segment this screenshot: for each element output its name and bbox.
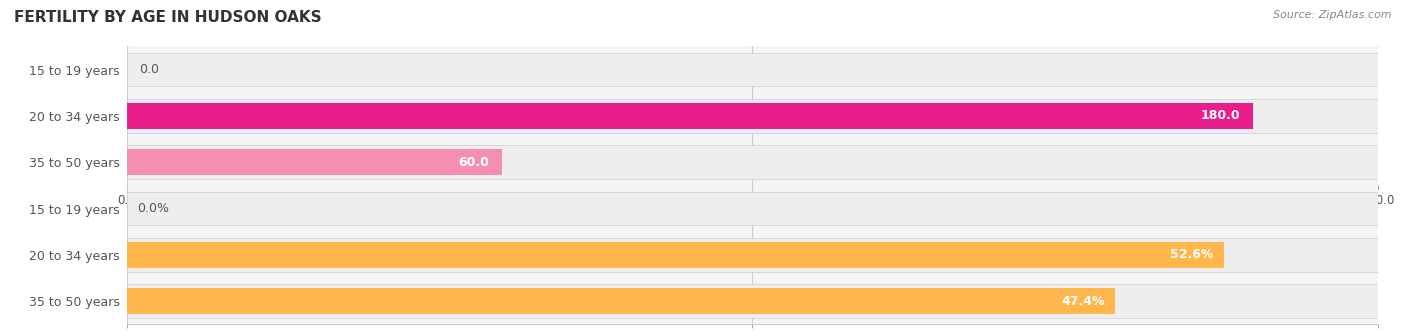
Text: FERTILITY BY AGE IN HUDSON OAKS: FERTILITY BY AGE IN HUDSON OAKS [14, 10, 322, 25]
Text: 0.0: 0.0 [139, 63, 159, 76]
Bar [127, 53, 1378, 86]
Text: 60.0: 60.0 [458, 156, 489, 169]
Bar [127, 284, 1378, 318]
Bar [127, 288, 1115, 314]
Text: 52.6%: 52.6% [1170, 248, 1213, 261]
Bar [127, 150, 502, 175]
Text: Source: ZipAtlas.com: Source: ZipAtlas.com [1274, 10, 1392, 20]
Bar [127, 192, 1378, 225]
Bar [127, 242, 1223, 267]
Bar [127, 238, 1378, 272]
Bar [127, 103, 1253, 129]
Text: 180.0: 180.0 [1201, 109, 1240, 122]
Bar [127, 99, 1378, 133]
Text: 0.0%: 0.0% [136, 202, 169, 215]
Bar [127, 145, 1378, 179]
Text: 47.4%: 47.4% [1062, 295, 1105, 308]
